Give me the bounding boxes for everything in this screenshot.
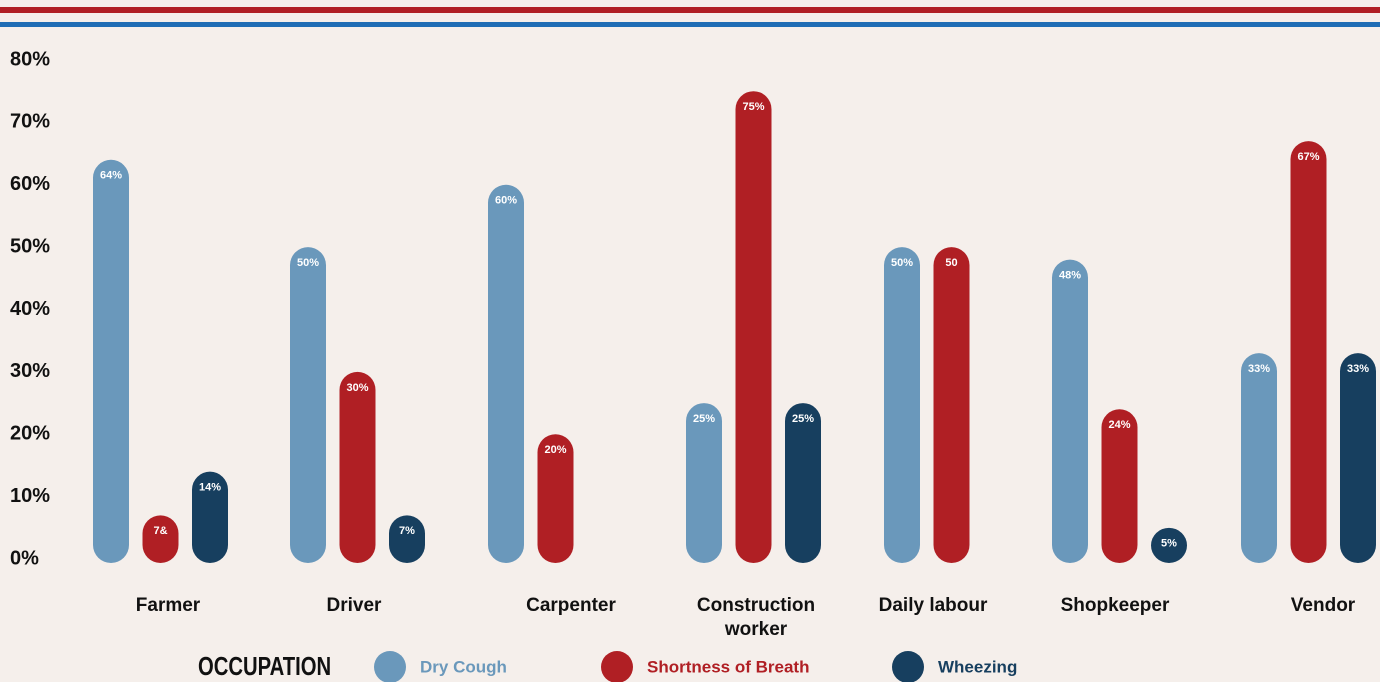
value-label: 25% bbox=[693, 413, 715, 425]
bar bbox=[1241, 353, 1277, 563]
bar bbox=[1290, 141, 1327, 563]
y-tick-label: 60% bbox=[10, 173, 50, 195]
x-tick-label: Shopkeeper bbox=[1060, 595, 1170, 616]
x-tick-label: Construction worker bbox=[696, 595, 816, 640]
value-label: 14% bbox=[199, 482, 221, 494]
x-tick-label: Driver bbox=[326, 595, 382, 616]
bar bbox=[1151, 527, 1187, 563]
value-label: 24% bbox=[1108, 419, 1130, 431]
x-axis-label: OCCUPATION bbox=[198, 651, 331, 680]
bar bbox=[785, 403, 821, 563]
bar bbox=[1101, 409, 1138, 563]
bar bbox=[884, 247, 920, 563]
bar bbox=[142, 515, 179, 563]
y-tick-label: 50% bbox=[10, 235, 50, 257]
value-label: 75% bbox=[742, 101, 764, 113]
value-label: 48% bbox=[1059, 270, 1081, 282]
value-label: 50% bbox=[891, 257, 913, 269]
x-tick-label: Vendor bbox=[1290, 595, 1356, 616]
x-tick-label: Carpenter bbox=[526, 595, 616, 616]
top-rule-blue bbox=[0, 22, 1380, 27]
top-rule-red bbox=[0, 7, 1380, 13]
y-tick-label: 10% bbox=[10, 485, 50, 507]
value-label: 60% bbox=[495, 195, 517, 207]
bar bbox=[192, 471, 228, 563]
y-tick-label: 0% bbox=[10, 547, 39, 569]
bar bbox=[389, 515, 425, 563]
y-tick-label: 40% bbox=[10, 298, 50, 320]
x-tick-label: Daily labour bbox=[878, 595, 988, 616]
y-tick-label: 80% bbox=[10, 48, 50, 70]
legend-swatch bbox=[374, 651, 406, 682]
value-label: 64% bbox=[100, 170, 122, 182]
bar bbox=[686, 403, 722, 563]
legend-label: Dry Cough bbox=[420, 657, 507, 676]
value-label: 67% bbox=[1297, 151, 1319, 163]
value-label: 7& bbox=[153, 525, 167, 537]
value-label: 33% bbox=[1347, 363, 1369, 375]
value-label: 50% bbox=[297, 257, 319, 269]
bar bbox=[339, 371, 376, 563]
value-label: 7% bbox=[399, 525, 415, 537]
x-tick-label: Farmer bbox=[135, 595, 201, 616]
bar bbox=[1340, 353, 1376, 563]
legend-swatch bbox=[892, 651, 924, 682]
bar bbox=[537, 434, 574, 563]
legend-label: Wheezing bbox=[938, 657, 1017, 676]
value-label: 5% bbox=[1161, 538, 1177, 550]
bar bbox=[488, 184, 524, 563]
y-tick-label: 30% bbox=[10, 360, 50, 382]
bar bbox=[290, 247, 326, 563]
legend-label: Shortness of Breath bbox=[647, 657, 809, 676]
y-tick-label: 20% bbox=[10, 423, 50, 445]
value-label: 50 bbox=[945, 257, 957, 269]
value-label: 20% bbox=[544, 444, 566, 456]
value-label: 33% bbox=[1248, 363, 1270, 375]
y-tick-label: 70% bbox=[10, 111, 50, 133]
bar bbox=[735, 91, 772, 563]
bar bbox=[93, 159, 129, 564]
value-label: 30% bbox=[346, 382, 368, 394]
bar bbox=[1052, 259, 1088, 563]
legend-swatch bbox=[601, 651, 633, 682]
value-label: 25% bbox=[792, 413, 814, 425]
bar bbox=[933, 247, 970, 563]
